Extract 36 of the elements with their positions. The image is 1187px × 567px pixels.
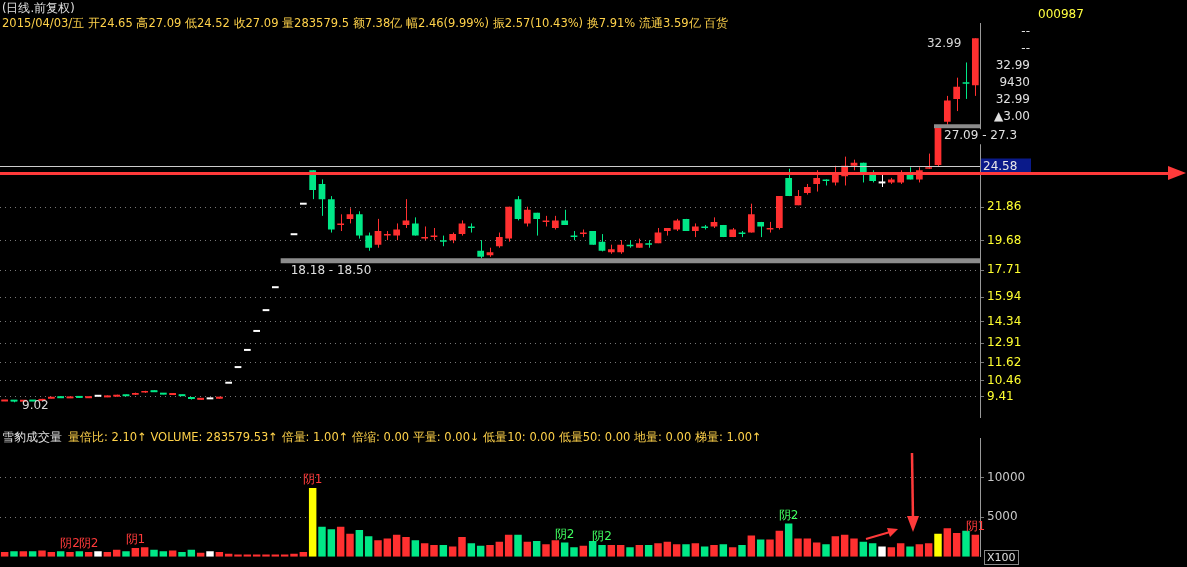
text: 9.02 [22,398,49,413]
text: ▲3.00 [993,108,1030,125]
data-label: 阴2 [78,536,99,551]
y-tick-label: 15.94 [987,289,1022,304]
y-tick-label: 14.34 [987,313,1022,328]
y-tick-label: 10.46 [987,372,1022,387]
chart-subtitle: 量倍比: 2.10↑ VOLUME: 283579.53↑ 倍量: 1.00↑ 倍缩: 0.00 平量: 0.00↓ 低量10: 0.00 低量50: 0.00 地量: 0.00 梯量: 1.00↑ [68,430,762,444]
chart-title: (日线.前复权) [2,1,75,15]
band-label: 27.09 - 27.3 [944,128,1018,143]
y-tick-label: 10000 [987,469,1026,484]
y-tick-label: 11.62 [987,354,1022,369]
y-tick-label: 12.91 [987,335,1022,350]
chart-subtitle: 2015/04/03/五 开24.65 高27.09 低24.52 收27.09 量283579.5 额7.38亿 幅2.46(9.99%) 振2.57(10.43%) 换7.91% 流通3.59亿 百货 [2,16,729,30]
text: -- [1020,40,1030,57]
y-tick-label: 9.41 [987,388,1014,403]
y-axis-title: X100 [984,550,1019,565]
text: 9430 [998,74,1030,91]
data-label: 阴1 [965,518,986,533]
text: 000987 [1038,6,1084,23]
band-label: 18.18 - 18.50 [290,263,372,278]
text: 32.99 [995,92,1030,106]
data-label: 阴1 [302,472,323,487]
data-label: 阴2 [60,536,80,551]
data-label: 阴2 [554,526,575,541]
y-tick-label: 21.86 [987,199,1022,214]
ref-line-label: 24.58 [983,158,1018,173]
data-label: 阴2 [778,507,799,522]
text: -- [1020,23,1030,40]
text: 32.99 [994,57,1030,74]
y-tick-label: 17.71 [987,262,1022,277]
y-tick-label: 5000 [987,509,1018,524]
data-label: 阴2 [592,529,612,544]
annotation: 32.99 [926,36,962,51]
y-tick-label: 19.68 [987,232,1022,247]
chart-title: 雪豹成交量 [2,430,62,444]
data-label: 阴1 [125,532,146,547]
